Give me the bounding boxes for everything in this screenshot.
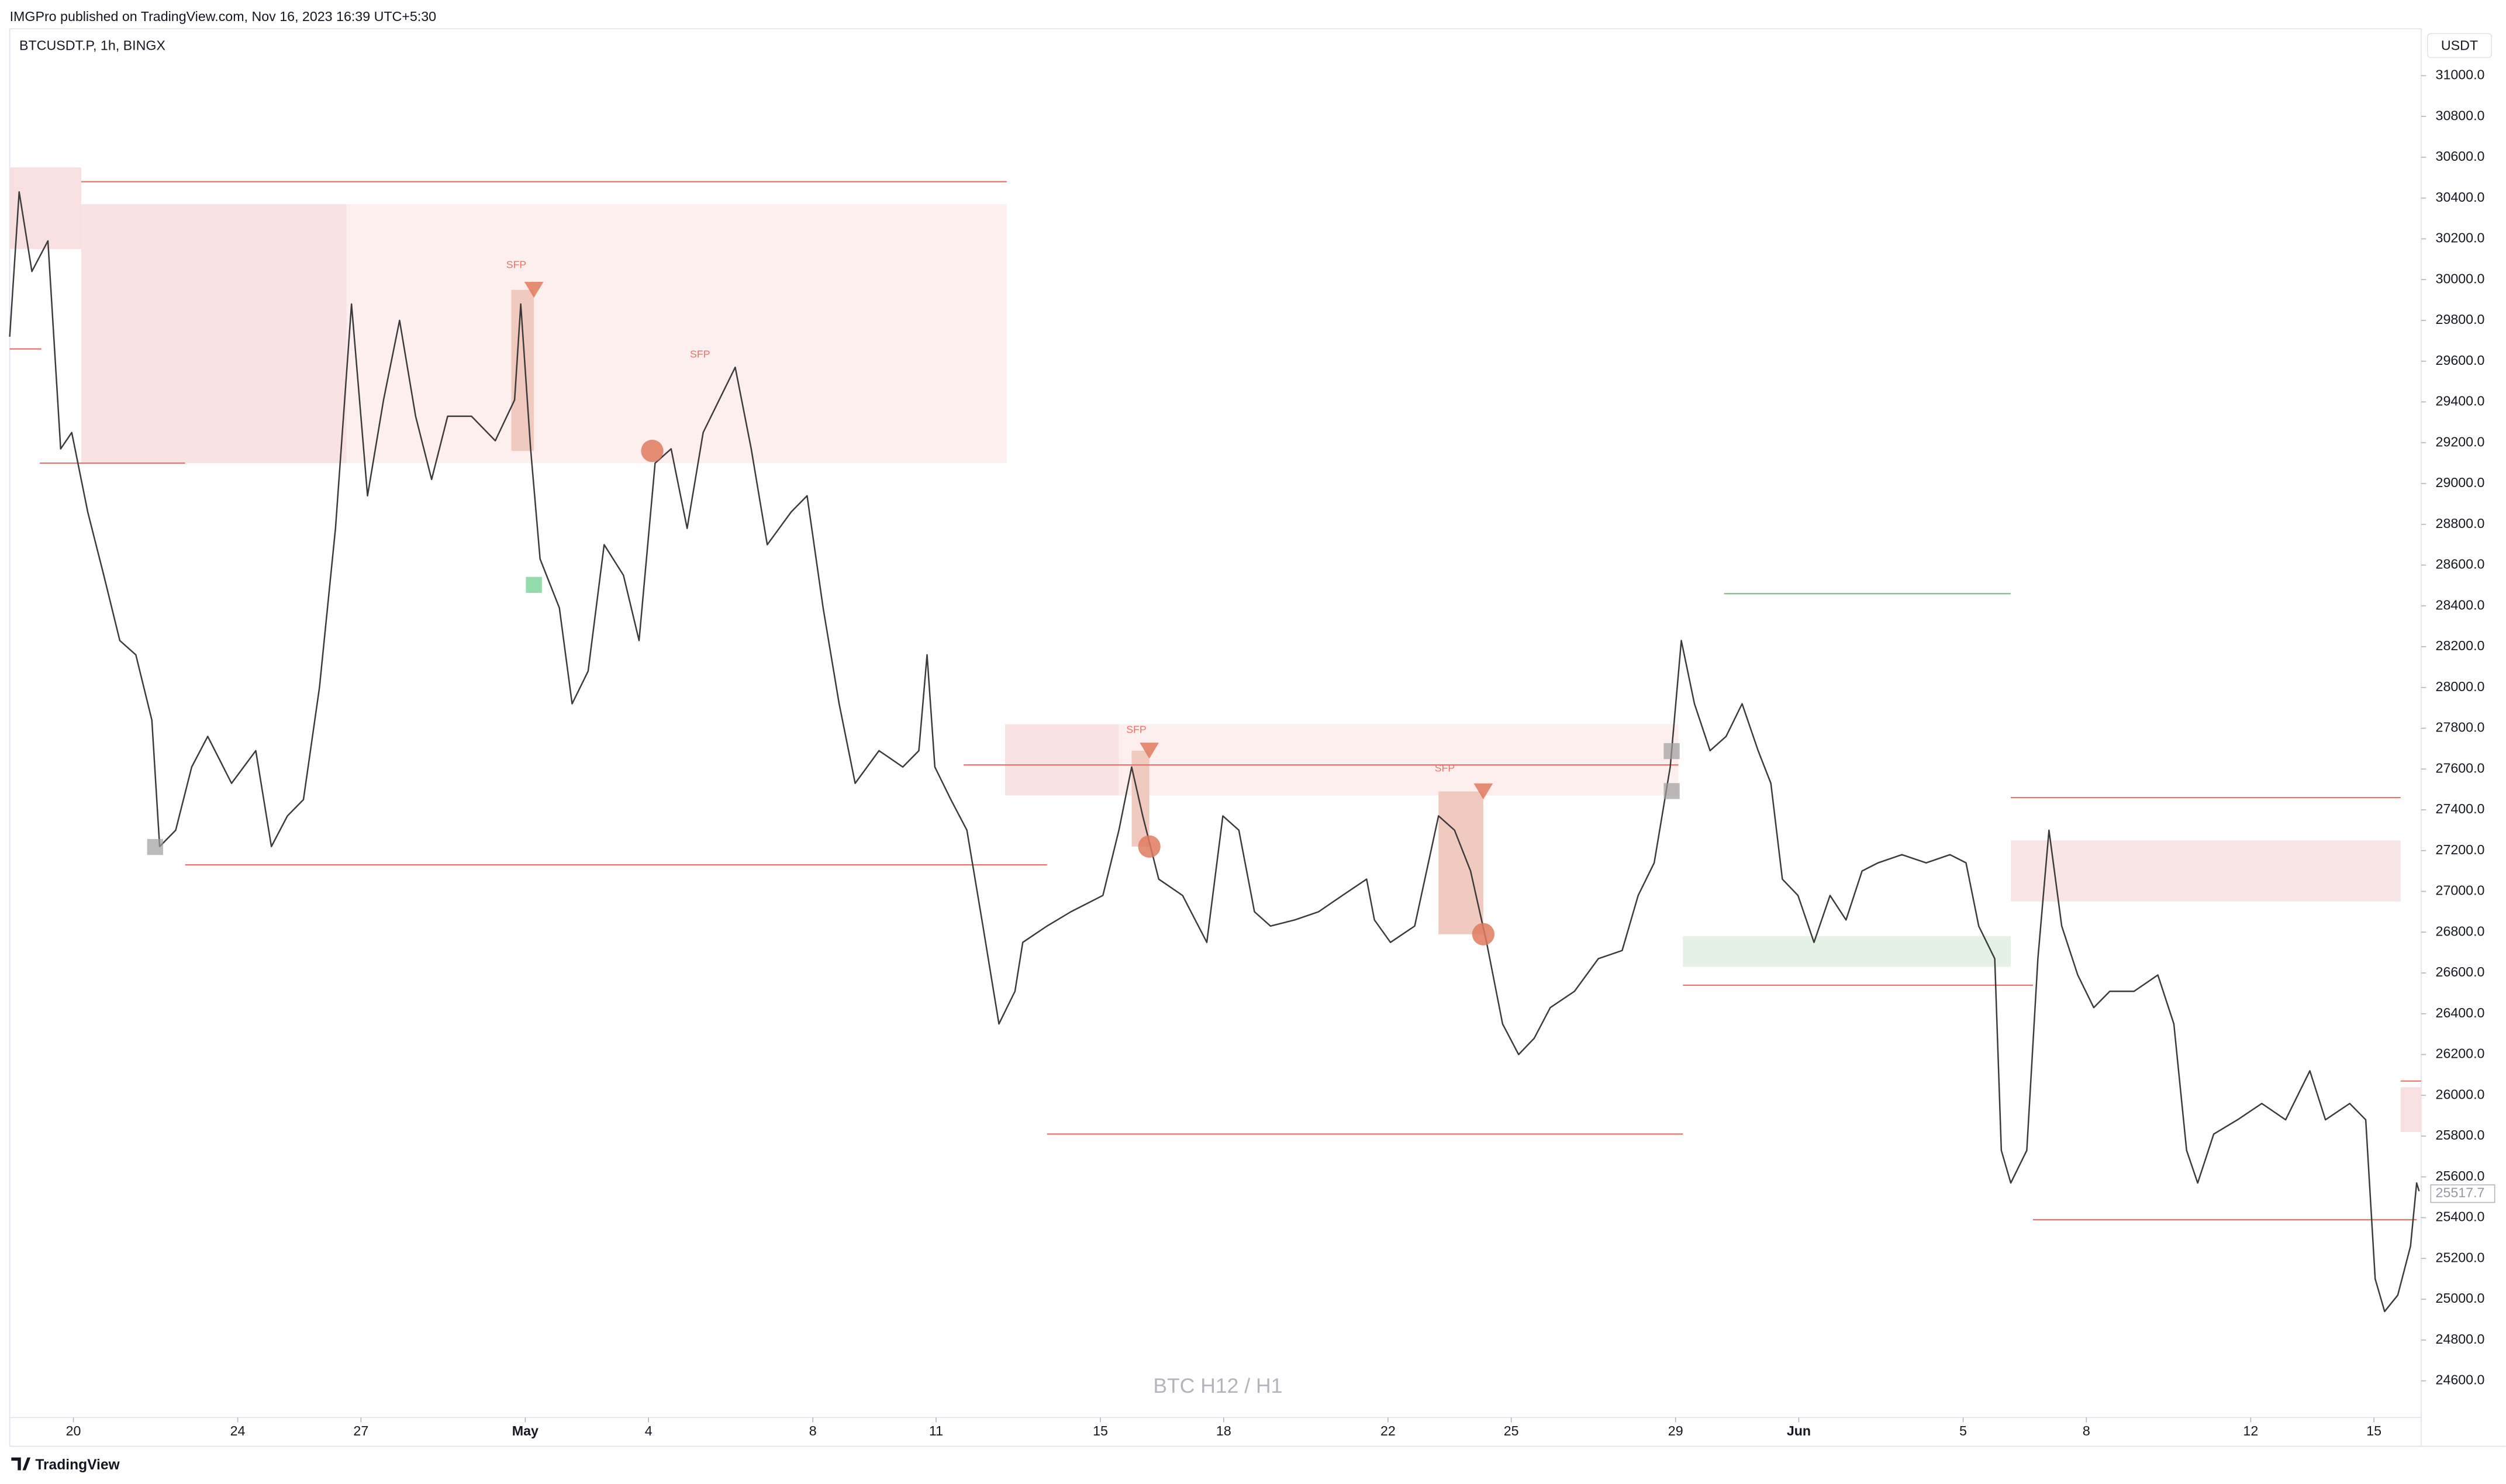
zone bbox=[2400, 1087, 2421, 1133]
annotation: SFP bbox=[1126, 724, 1147, 736]
x-tick-label: May bbox=[512, 1423, 539, 1438]
logo-icon bbox=[11, 1457, 31, 1471]
price-line bbox=[9, 191, 2420, 1313]
x-tick-label: 29 bbox=[1668, 1423, 1683, 1438]
zone bbox=[1683, 936, 2011, 967]
y-tick-label: 30000.0 bbox=[2436, 271, 2485, 286]
x-tick-label: 4 bbox=[645, 1423, 653, 1438]
x-tick-label: 15 bbox=[2366, 1423, 2381, 1438]
x-tick-label: 8 bbox=[809, 1423, 817, 1438]
y-tick-label: 30600.0 bbox=[2436, 149, 2485, 164]
zone bbox=[1438, 791, 1483, 934]
zone bbox=[346, 204, 1007, 464]
last-price-box bbox=[2430, 1184, 2495, 1203]
annotation: SFP bbox=[506, 258, 527, 270]
zone bbox=[81, 204, 347, 464]
y-tick-label: 28000.0 bbox=[2436, 679, 2485, 694]
signal-box bbox=[526, 577, 542, 593]
y-tick-label: 25200.0 bbox=[2436, 1250, 2485, 1265]
y-tick-label: 29600.0 bbox=[2436, 353, 2485, 368]
y-tick-label: 29800.0 bbox=[2436, 312, 2485, 327]
x-tick-label: 25 bbox=[1504, 1423, 1519, 1438]
zone bbox=[1119, 724, 1679, 796]
marker-triangle bbox=[524, 281, 544, 298]
plot-layer: SFP SFP SFP SFP bbox=[9, 167, 2421, 1313]
currency-box bbox=[2427, 33, 2493, 58]
y-tick-label: 30800.0 bbox=[2436, 108, 2485, 123]
x-tick-label: 5 bbox=[1959, 1423, 1967, 1438]
y-tick-label: 25000.0 bbox=[2436, 1290, 2485, 1306]
currency: USDT bbox=[2441, 37, 2478, 53]
y-tick-label: 29400.0 bbox=[2436, 394, 2485, 409]
signal-box bbox=[1663, 783, 1680, 799]
y-tick-label: 31000.0 bbox=[2436, 67, 2485, 82]
x-tick-label: 22 bbox=[1380, 1423, 1396, 1438]
zone bbox=[511, 289, 534, 451]
marker-circle bbox=[641, 440, 664, 463]
annotation: SFP bbox=[690, 348, 710, 360]
last-price-label: 25517.7 bbox=[2436, 1185, 2485, 1200]
y-tick-label: 28200.0 bbox=[2436, 638, 2485, 653]
x-tick-label: 15 bbox=[1093, 1423, 1108, 1438]
zone bbox=[2011, 840, 2401, 902]
y-tick-label: 28600.0 bbox=[2436, 557, 2485, 572]
y-tick-label: 27800.0 bbox=[2436, 720, 2485, 735]
x-tick-label: 27 bbox=[353, 1423, 368, 1438]
y-tick-label: 25800.0 bbox=[2436, 1127, 2485, 1143]
marker-circle bbox=[1138, 835, 1161, 858]
x-tick-label: 24 bbox=[230, 1423, 246, 1438]
x-tick-label: Jun bbox=[1787, 1423, 1811, 1438]
brand: TradingView bbox=[35, 1457, 120, 1473]
y-tick-label: 28800.0 bbox=[2436, 516, 2485, 531]
publisher: IMGPro published on TradingView.com, Nov… bbox=[10, 9, 436, 24]
y-tick-label: 26200.0 bbox=[2436, 1046, 2485, 1061]
y-tick-label: 26000.0 bbox=[2436, 1086, 2485, 1102]
y-tick-label: 24800.0 bbox=[2436, 1331, 2485, 1347]
x-tick-label: 18 bbox=[1216, 1423, 1231, 1438]
symbol: BTCUSDT.P, 1h, BINGX bbox=[19, 37, 165, 53]
y-tick-label: 29200.0 bbox=[2436, 434, 2485, 449]
y-tick-label: 25600.0 bbox=[2436, 1168, 2485, 1183]
y-tick-label: 30200.0 bbox=[2436, 230, 2485, 246]
x-tick-label: 20 bbox=[66, 1423, 81, 1438]
y-tick-label: 27000.0 bbox=[2436, 883, 2485, 898]
x-tick-label: 8 bbox=[2083, 1423, 2090, 1438]
y-tick-label: 28400.0 bbox=[2436, 597, 2485, 612]
marker-triangle bbox=[1140, 743, 1159, 759]
y-tick-label: 27200.0 bbox=[2436, 842, 2485, 857]
x-tick-label: 11 bbox=[929, 1423, 943, 1438]
brand-logo bbox=[11, 1457, 31, 1471]
zone bbox=[9, 167, 81, 249]
y-tick-label: 26800.0 bbox=[2436, 923, 2485, 938]
zone bbox=[1005, 724, 1119, 796]
marker-triangle bbox=[1473, 783, 1493, 800]
y-tick-label: 26600.0 bbox=[2436, 964, 2485, 979]
y-tick-label: 25400.0 bbox=[2436, 1209, 2485, 1224]
annotation: SFP bbox=[1435, 762, 1455, 774]
signal-box bbox=[1663, 743, 1680, 760]
y-tick-label: 27600.0 bbox=[2436, 760, 2485, 775]
x-tick-label: 12 bbox=[2243, 1423, 2258, 1438]
y-tick-label: 29000.0 bbox=[2436, 475, 2485, 490]
y-tick-label: 30400.0 bbox=[2436, 189, 2485, 205]
y-tick-label: 26400.0 bbox=[2436, 1005, 2485, 1020]
marker-circle bbox=[1472, 923, 1495, 945]
y-tick-label: 27400.0 bbox=[2436, 801, 2485, 816]
watermark: BTC H12 / H1 bbox=[1153, 1374, 1282, 1397]
signal-box bbox=[147, 838, 163, 855]
y-tick-label: 24600.0 bbox=[2436, 1372, 2485, 1388]
